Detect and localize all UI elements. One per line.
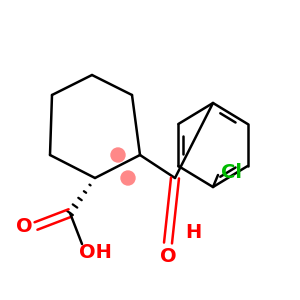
Text: O: O xyxy=(160,247,176,266)
Circle shape xyxy=(111,148,125,162)
Text: OH: OH xyxy=(79,242,111,262)
Text: H: H xyxy=(185,223,201,242)
Circle shape xyxy=(121,171,135,185)
Text: Cl: Cl xyxy=(221,163,242,182)
Text: O: O xyxy=(16,218,32,236)
